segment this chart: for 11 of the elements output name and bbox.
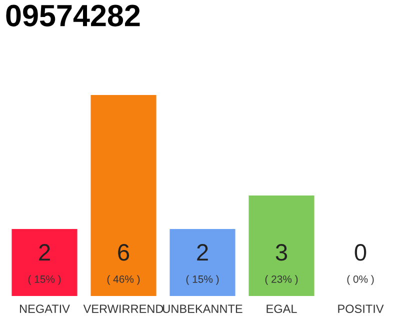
- x-tick-label: NEGATIV: [20, 304, 70, 314]
- data-label: 0 ( 0% ): [347, 244, 374, 285]
- data-label: 6 ( 46% ): [107, 244, 140, 285]
- x-tick-label: UNBEKANNTE: [163, 304, 242, 314]
- data-label: 3 ( 23% ): [265, 244, 298, 285]
- chart-title: 09574282: [6, 4, 140, 26]
- data-label: 2 ( 15% ): [28, 244, 61, 285]
- x-tick-label: VERWIRREND: [83, 304, 164, 313]
- x-tick-label: EGAL: [266, 304, 297, 314]
- x-tick-label: POSITIV: [338, 304, 384, 314]
- data-label: 2 ( 15% ): [186, 244, 219, 285]
